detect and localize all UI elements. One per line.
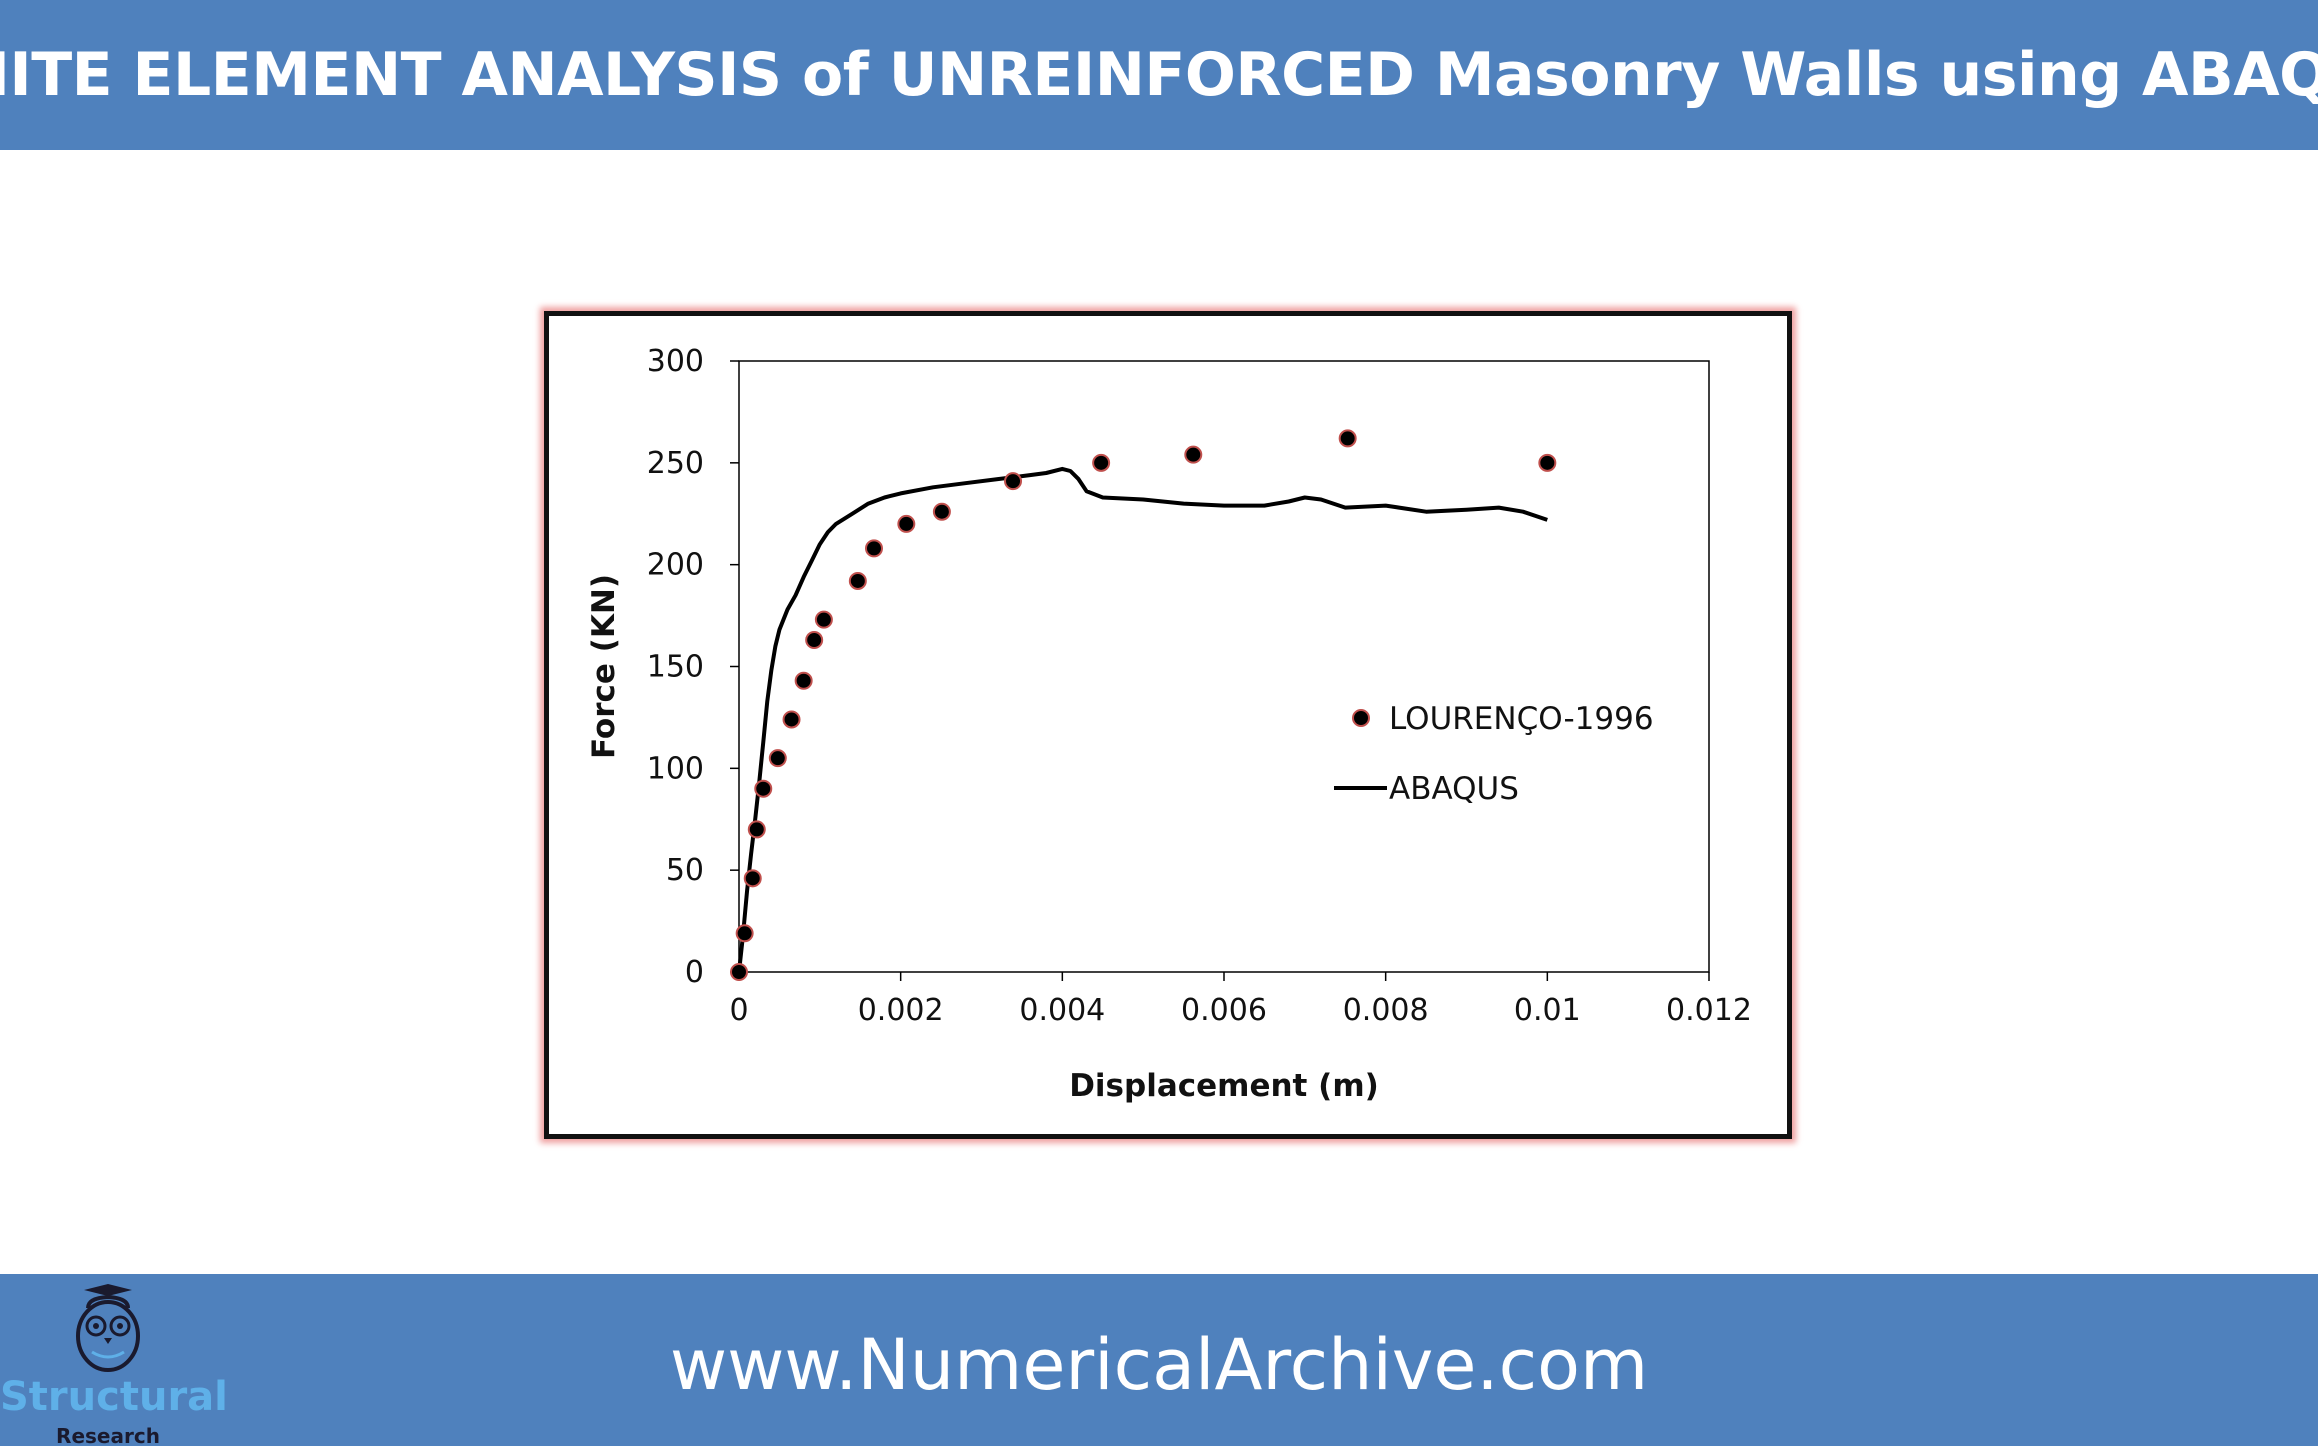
data-point-lourenco (848, 571, 867, 590)
x-tick-label: 0.006 (1181, 993, 1267, 1028)
legend-label-lourenco: LOURENÇO-1996 (1389, 701, 1654, 737)
structural-research-logo: Structural Research (0, 1284, 230, 1448)
x-tick-label: 0.01 (1514, 993, 1581, 1028)
data-point-lourenco (743, 869, 762, 888)
x-axis-label: Displacement (m) (1069, 1068, 1379, 1104)
data-point-lourenco (768, 749, 787, 768)
data-point-lourenco (805, 631, 824, 650)
data-point-lourenco (754, 779, 773, 798)
x-tick-label: 0.008 (1343, 993, 1429, 1028)
data-point-lourenco (782, 710, 801, 729)
data-point-lourenco (932, 502, 951, 521)
y-tick-label: 150 (647, 650, 704, 685)
footer-banner: Structural Research www.NumericalArchive… (0, 1274, 2318, 1448)
y-tick-label: 100 (647, 751, 704, 786)
x-tick-label: 0 (729, 993, 748, 1028)
plot-border (738, 360, 1710, 973)
data-point-lourenco (730, 963, 748, 981)
y-tick-label: 200 (647, 548, 704, 583)
data-point-lourenco (747, 820, 766, 839)
data-point-lourenco (1338, 429, 1357, 448)
data-point-lourenco (814, 610, 833, 629)
owl-icon (76, 1284, 140, 1372)
website-link[interactable]: www.NumericalArchive.com (669, 1324, 1649, 1406)
data-point-lourenco (1538, 453, 1557, 472)
y-tick-label: 50 (666, 853, 704, 888)
logo-word: Structural (0, 1374, 228, 1420)
y-tick-label: 300 (647, 344, 704, 379)
x-tick-label: 0.012 (1666, 993, 1752, 1028)
series-abaqus-line (737, 466, 1548, 973)
data-point-lourenco (897, 514, 916, 533)
data-point-lourenco (794, 671, 813, 690)
chart: 0 0.002 0.004 0.006 0.008 0.01 0.012 0 50 100 150 2… (586, 344, 1752, 1104)
y-axis-label: Force (KN) (586, 574, 622, 759)
plot-area: 0 0.002 0.004 0.006 0.008 0.01 0.012 0 50 100 150 2… (647, 344, 1752, 1028)
title-banner: FINITE ELEMENT ANALYSIS of UNREINFORCED … (0, 0, 2318, 150)
data-point-lourenco (735, 924, 754, 943)
logo-subtitle: Research (56, 1424, 160, 1448)
data-point-lourenco (1184, 445, 1203, 464)
legend: LOURENÇO-1996 ABAQUS (1334, 701, 1654, 807)
x-tick-label: 0.002 (858, 993, 944, 1028)
y-tick-label: 0 (685, 955, 704, 990)
page-title: FINITE ELEMENT ANALYSIS of UNREINFORCED … (0, 40, 2318, 110)
data-point-lourenco (864, 539, 883, 558)
data-point-lourenco (1092, 453, 1111, 472)
x-tick-label: 0.004 (1019, 993, 1105, 1028)
y-tick-label: 250 (647, 446, 704, 481)
legend-marker-lourenco (1352, 709, 1370, 727)
legend-label-abaqus: ABAQUS (1389, 771, 1519, 807)
chart-frame: 0 0.002 0.004 0.006 0.008 0.01 0.012 0 50 100 150 2… (544, 311, 1792, 1139)
data-point-lourenco (1004, 472, 1023, 491)
